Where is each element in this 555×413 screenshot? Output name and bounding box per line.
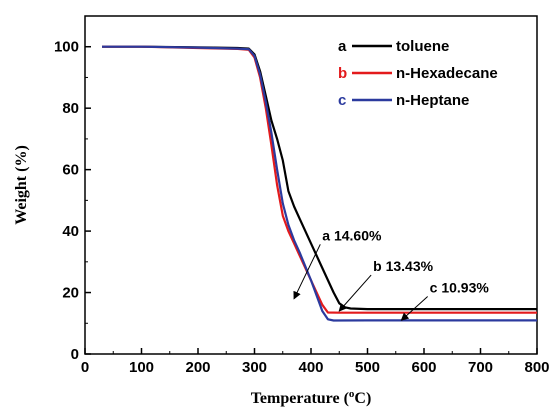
series-line-b bbox=[102, 45, 537, 314]
y-tick-label: 100 bbox=[54, 39, 79, 56]
legend-label: toluene bbox=[396, 38, 449, 55]
x-tick-label: 100 bbox=[129, 359, 154, 376]
y-tick-label: 0 bbox=[71, 346, 79, 363]
y-tick-label: 60 bbox=[62, 162, 79, 179]
legend-id-a: a bbox=[338, 38, 347, 55]
y-axis-label: Weight (%) bbox=[13, 145, 30, 225]
x-tick-label: 800 bbox=[524, 359, 549, 376]
annotation-arrow bbox=[338, 274, 372, 312]
legend-id-c: c bbox=[338, 92, 346, 109]
annotation-label: a 14.60% bbox=[322, 227, 382, 243]
annotation-arrow bbox=[293, 244, 321, 300]
annotation-label: b 13.43% bbox=[373, 258, 433, 274]
series-line-a bbox=[102, 45, 537, 311]
legend: a toluene b n-Hexadecane c n-Heptane bbox=[338, 38, 498, 109]
series-line-c bbox=[102, 45, 537, 322]
annotation-label: c 10.93% bbox=[430, 280, 490, 296]
x-tick-label: 500 bbox=[355, 359, 380, 376]
x-tick-label: 600 bbox=[411, 359, 436, 376]
axis-ticks: 0 100 200 300 400 500 600 700 800 0 20 40 60 80 100 bbox=[54, 39, 550, 376]
x-tick-label: 300 bbox=[242, 359, 267, 376]
series-lines bbox=[102, 45, 537, 322]
y-tick-label: 80 bbox=[62, 100, 79, 117]
y-tick-label: 40 bbox=[62, 223, 79, 240]
x-axis-label: Temperature (oC) bbox=[251, 388, 372, 407]
x-tick-label: 700 bbox=[468, 359, 493, 376]
annotations: a 14.60% b 13.43% c 10.93% bbox=[293, 227, 490, 321]
x-tick-label: 400 bbox=[298, 359, 323, 376]
y-tick-label: 20 bbox=[62, 285, 79, 302]
legend-label: n-Hexadecane bbox=[396, 65, 498, 82]
legend-label: n-Heptane bbox=[396, 92, 469, 109]
legend-id-b: b bbox=[338, 65, 347, 82]
annotation-arrow bbox=[400, 296, 428, 321]
x-tick-label: 200 bbox=[185, 359, 210, 376]
x-tick-label: 0 bbox=[81, 359, 89, 376]
